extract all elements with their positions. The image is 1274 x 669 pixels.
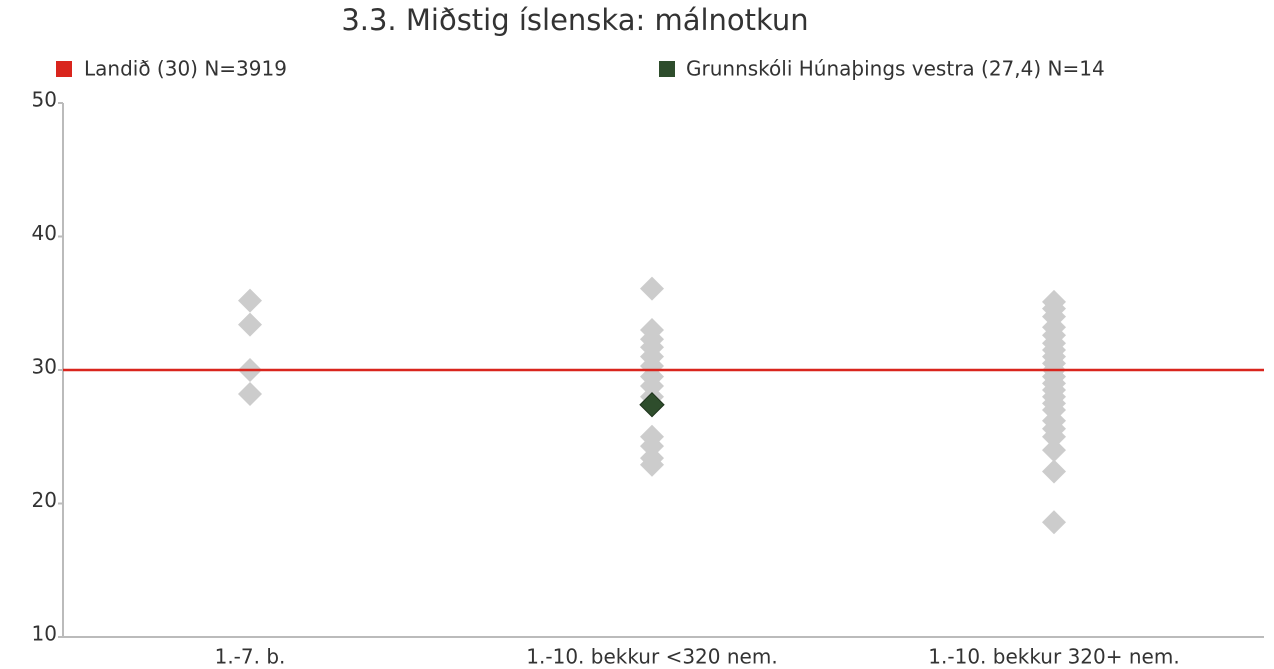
x-tick-label: 1.-7. b. <box>215 645 286 669</box>
point <box>1042 459 1066 484</box>
point <box>1042 438 1066 463</box>
point <box>238 312 262 337</box>
legend-label: Grunnskóli Húnaþings vestra (27,4) N=14 <box>686 57 1105 81</box>
legend-swatch <box>659 61 675 77</box>
x-tick-label: 1.-10. bekkur 320+ nem. <box>928 645 1179 669</box>
point <box>640 434 664 459</box>
y-tick-label: 10 <box>32 622 57 646</box>
legend-label: Landið (30) N=3919 <box>84 57 287 81</box>
y-tick-label: 50 <box>32 88 57 112</box>
point <box>238 382 262 407</box>
highlight-point <box>639 392 665 418</box>
y-tick-label: 40 <box>32 221 57 245</box>
point <box>1042 424 1066 449</box>
point <box>1042 510 1066 535</box>
point <box>640 276 664 301</box>
y-tick-label: 30 <box>32 355 57 379</box>
legend-swatch <box>56 61 72 77</box>
point <box>238 288 262 313</box>
chart-title: 3.3. Miðstig íslenska: málnotkun <box>341 3 808 37</box>
x-tick-label: 1.-10. bekkur <320 nem. <box>526 645 777 669</box>
point <box>640 452 664 477</box>
y-tick-label: 20 <box>32 488 57 512</box>
